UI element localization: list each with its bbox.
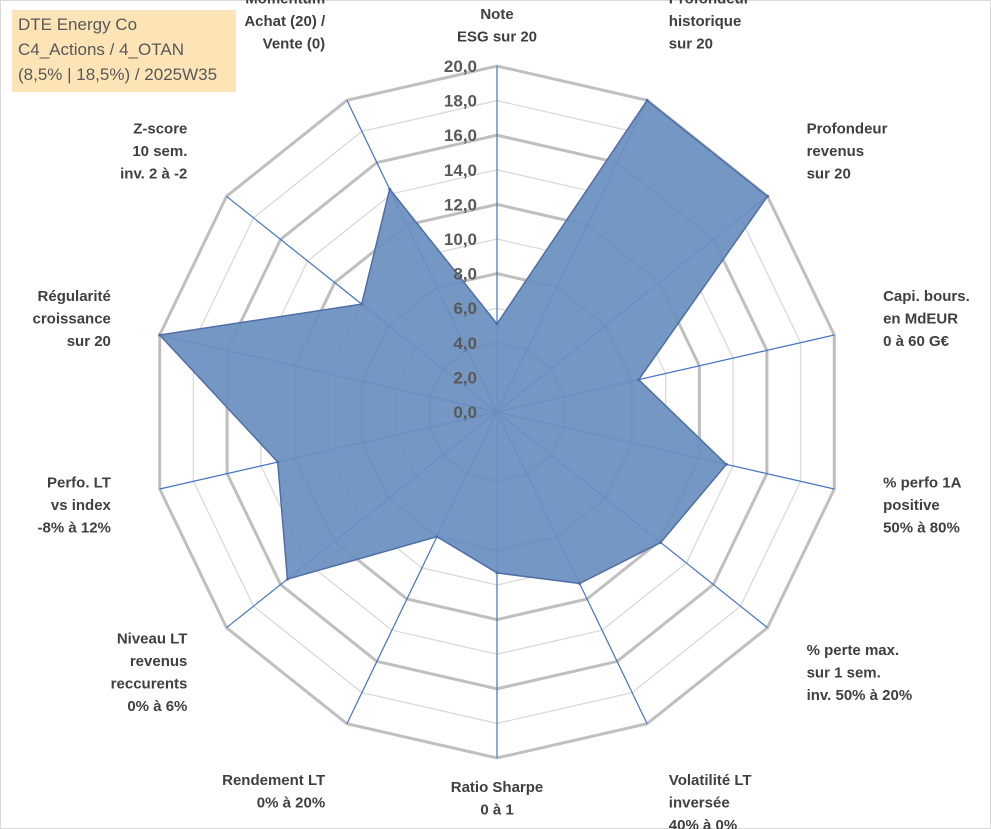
data-point [360,302,364,306]
axis-label-line: 0% à 20% [257,794,325,811]
tick-label: 10,0 [444,230,477,249]
axis-label-line: sur 1 sem. [807,664,881,681]
axis-label-line: sur 20 [67,333,111,350]
data-point [578,582,582,585]
axis-label-line: Note [480,6,513,23]
axis-label-line: Régularité [38,288,111,305]
data-point [645,98,649,102]
axis-label-line: Capi. bours. [883,288,970,305]
axis-label-line: % perfo 1A [883,474,962,491]
axis-label-line: Perfo. LT [47,474,111,491]
data-point [637,378,641,382]
axis-label-line: Z-score [133,121,187,138]
axis-label: Profondeur historique sur 20 [669,0,750,53]
axis-label-line: vs index [51,497,112,514]
tick-label: 0,0 [453,403,477,422]
axis-label-line: Vente (0) [263,36,326,53]
axis-label-line: revenus [807,143,865,160]
tick-label: 6,0 [453,299,477,318]
axis-label: Volatilité LT inversée 40% à 0% [669,772,752,829]
axis-label: Momentum Achat (20) / Vente (0) [244,0,326,53]
axis-label-line: Achat (20) / [244,13,326,30]
axis-label-line: 0 à 1 [480,802,513,819]
axis-label-line: -8% à 12% [38,519,111,536]
axis-label: Perfo. LT vs index -8% à 12% [38,474,112,536]
axis-label: % perfo 1A positive 50% à 80% [883,474,962,536]
axis-label-line: Profondeur [807,121,888,138]
tick-label: 4,0 [453,334,477,353]
data-point [276,460,280,464]
tick-label: 18,0 [444,92,477,111]
tick-label: 16,0 [444,126,477,145]
axis-label: Profondeur revenus sur 20 [807,121,888,183]
axis-label: Note ESG sur 20 [457,6,537,46]
axis-label: % perte max. sur 1 sem. inv. 50% à 20% [807,642,913,704]
data-point [495,571,499,575]
axis-label-line: 0 à 60 G€ [883,333,950,350]
data-point [766,194,769,198]
axis-label-line: ESG sur 20 [457,29,537,46]
axis-label-line: Ratio Sharpe [451,779,544,796]
info-company: DTE Energy Co [18,15,138,34]
axis-label-line: croissance [33,311,111,328]
data-point [388,187,392,191]
data-point [285,577,289,581]
tick-label: 12,0 [444,195,477,214]
axis-label-line: historique [669,13,742,30]
axis-label-line: % perte max. [807,642,900,659]
info-category: C4_Actions / 4_OTAN [18,40,184,59]
data-point [659,541,663,544]
axis-label-line: 50% à 80% [883,519,960,536]
axis-label-line: sur 20 [669,36,713,53]
info-box: DTE Energy Co C4_Actions / 4_OTAN (8,5% … [12,10,236,92]
axis-label: Ratio Sharpe 0 à 1 [451,779,544,819]
info-params: (8,5% | 18,5%) / 2025W35 [18,65,218,84]
axis-label-line: positive [883,497,940,514]
axis-label: Z-score 10 sem. inv. 2 à -2 [120,121,187,183]
axis-label: Rendement LT 0% à 20% [222,772,325,812]
axis-label: Régularité croissance sur 20 [33,288,111,350]
axis-label-line: Niveau LT [117,631,188,648]
tick-label: 20,0 [444,57,477,76]
axis-label-line: Rendement LT [222,772,325,789]
data-point [158,333,162,337]
axis-label-line: Profondeur [669,0,750,8]
axis-label-line: 10 sem. [132,143,187,160]
axis-label-line: 40% à 0% [669,817,737,829]
axis-label-line: inversée [669,794,730,811]
axis-label-line: revenus [130,653,188,670]
axis-label-line: en MdEUR [883,311,958,328]
axis-label-line: Momentum [245,0,325,8]
data-point [724,462,728,466]
data-point [435,535,439,539]
axis-label-line: inv. 50% à 20% [807,687,913,704]
tick-label: 8,0 [453,265,477,284]
axis-label: Capi. bours. en MdEUR 0 à 60 G€ [883,288,970,350]
axis-label-line: reccurents [111,676,188,693]
axis-label: Niveau LT revenus reccurents 0% à 6% [111,631,188,716]
axis-label-line: 0% à 6% [127,698,187,715]
tick-label: 2,0 [453,368,477,387]
tick-label: 14,0 [444,161,477,180]
axis-label-line: Volatilité LT [669,772,752,789]
data-point [495,322,499,326]
axis-label-line: inv. 2 à -2 [120,166,187,183]
axis-label-line: sur 20 [807,166,851,183]
